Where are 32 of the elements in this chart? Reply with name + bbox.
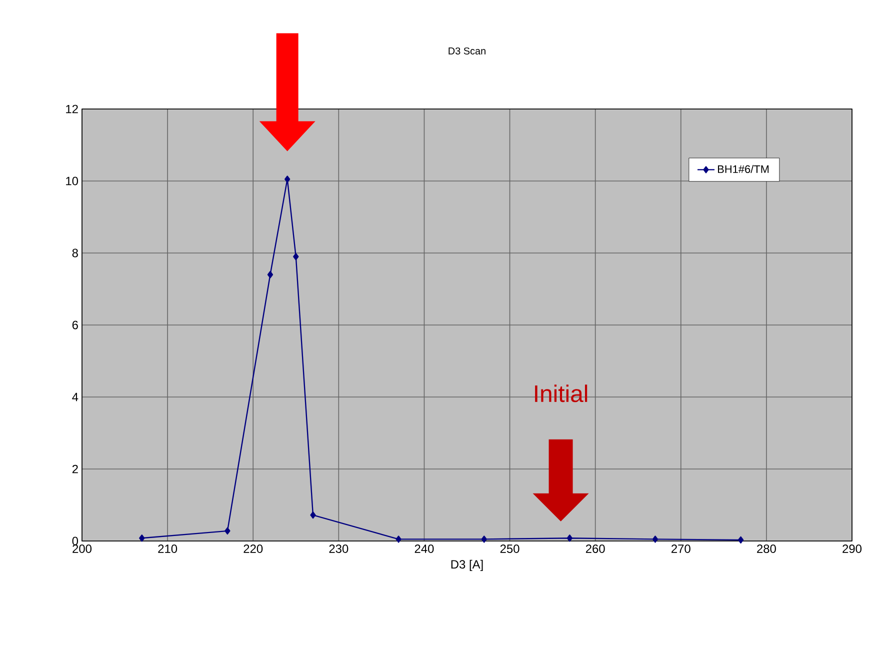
point: [284, 176, 290, 183]
x-tick-label: 220: [244, 544, 263, 553]
x-tick-label: 260: [586, 544, 605, 553]
x-tick-label: 210: [158, 544, 178, 553]
point: [566, 534, 573, 542]
point: [293, 253, 299, 260]
y-tick-label: 0: [72, 536, 78, 546]
annotation: Initial: [535, 384, 588, 402]
x-tick-label: 230: [329, 544, 348, 553]
x-tick-label: 200: [72, 544, 92, 553]
point: [738, 536, 744, 544]
x-tick-label: 250: [500, 544, 520, 553]
y-tick-label: 2: [72, 464, 78, 474]
point: [224, 527, 230, 535]
legend-label: BH1#6/TM: [718, 164, 769, 174]
x-tick-label: 270: [672, 544, 690, 553]
y-tick-label: 4: [72, 392, 78, 402]
x-axis-title: D3 [A]: [451, 560, 483, 571]
y-tick-label: 6: [72, 320, 78, 330]
x-tick-label: 240: [414, 544, 434, 553]
point: [396, 536, 402, 543]
point: [481, 536, 487, 543]
y-tick-label: 8: [72, 248, 78, 258]
y-tick-label: 12: [66, 104, 78, 114]
point: [267, 271, 274, 278]
y-tick-label: 10: [66, 176, 78, 186]
chart-title: D3 Scan: [448, 47, 486, 54]
point: [310, 511, 316, 519]
x-tick-label: 290: [842, 544, 862, 553]
point: [139, 534, 145, 542]
point: [652, 536, 658, 543]
x-tick-label: 280: [757, 544, 776, 553]
